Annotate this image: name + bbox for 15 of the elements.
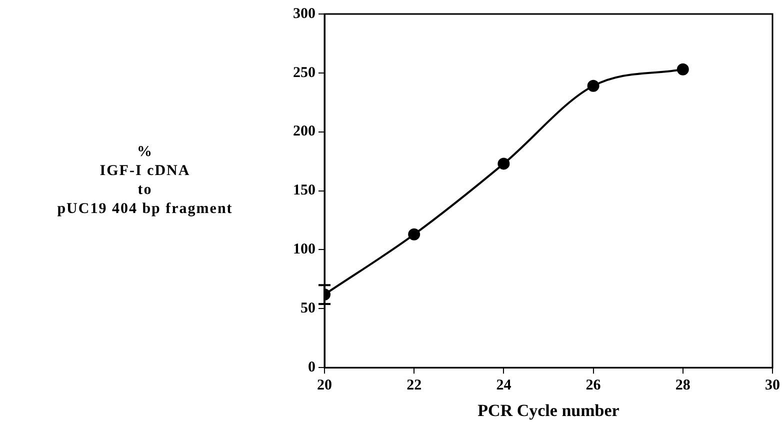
y-tick-label: 150 — [293, 182, 316, 199]
x-axis-title: PCR Cycle number — [478, 401, 620, 420]
y-axis-title: % IGF-I cDNA to pUC19 404 bp fragment — [56, 143, 234, 219]
x-tick-label: 24 — [496, 377, 512, 394]
x-tick-label: 22 — [406, 377, 422, 394]
x-tick-label: 28 — [675, 377, 690, 394]
y-tick-label: 200 — [293, 124, 316, 140]
y-tick-label: 250 — [293, 64, 316, 81]
y-tick-label: 100 — [293, 242, 316, 258]
y-tick-label: 0 — [308, 359, 316, 376]
y-tick-label: 300 — [293, 6, 316, 22]
y-tick-label: 50 — [300, 300, 316, 317]
x-tick-label: 26 — [586, 377, 602, 394]
x-tick-label: 30 — [765, 377, 780, 394]
x-tick-label: 20 — [317, 377, 332, 394]
